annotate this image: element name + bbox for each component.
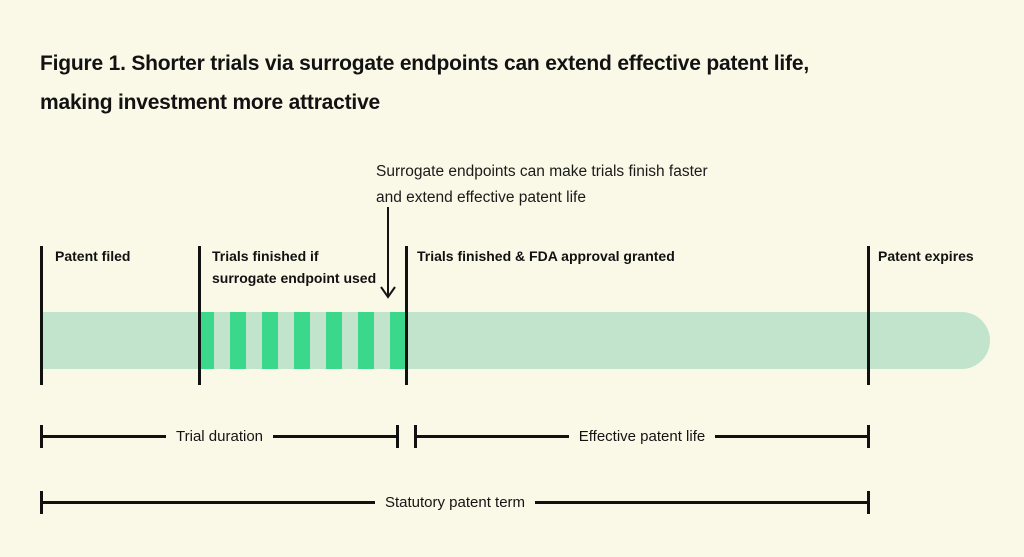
- bracket-cap: [40, 491, 43, 514]
- surrogate-time-saved-stripes: [198, 312, 405, 369]
- bracket-cap: [867, 491, 871, 514]
- bracket-statutory-patent-term: Statutory patent term: [40, 491, 871, 514]
- label-patent-filed: Patent filed: [55, 248, 131, 264]
- bracket-trial-duration-label: Trial duration: [176, 428, 263, 445]
- tick-patent-expires: [867, 246, 870, 385]
- label-patent-expires: Patent expires: [878, 248, 974, 264]
- figure-title-line2: making investment more attractive: [40, 91, 381, 114]
- bracket-line: [535, 501, 868, 504]
- tick-patent-filed: [40, 246, 43, 385]
- bracket-statutory-patent-term-label: Statutory patent term: [384, 494, 526, 511]
- patent-term-bar: [40, 312, 990, 369]
- bracket-cap: [867, 425, 870, 448]
- label-trials-finished-fda: Trials finished & FDA approval granted: [417, 248, 675, 264]
- tick-trials-finished-surrogate: [198, 246, 201, 385]
- bracket-line: [417, 435, 569, 438]
- label-trials-finished-surrogate-line2: surrogate endpoint used: [212, 270, 377, 286]
- label-trials-finished-surrogate-line1: Trials finished if: [212, 248, 319, 264]
- bracket-cap: [40, 425, 43, 448]
- bracket-line: [273, 435, 397, 438]
- bracket-line: [43, 435, 167, 438]
- bracket-cap: [396, 425, 400, 448]
- bracket-line: [715, 435, 867, 438]
- annotation-line2: and extend effective patent life: [376, 189, 586, 206]
- bracket-effective-patent-life-label: Effective patent life: [578, 428, 706, 445]
- label-trials-finished-surrogate: Trials finished if surrogate endpoint us…: [212, 245, 376, 289]
- bracket-cap: [414, 425, 417, 448]
- annotation-line1: Surrogate endpoints can make trials fini…: [376, 163, 708, 180]
- annotation-text: Surrogate endpoints can make trials fini…: [376, 159, 708, 211]
- bracket-trial-duration: Trial duration: [40, 425, 400, 448]
- figure-title-line1: Figure 1. Shorter trials via surrogate e…: [40, 52, 809, 75]
- figure-title: Figure 1. Shorter trials via surrogate e…: [40, 44, 809, 122]
- bracket-effective-patent-life: Effective patent life: [414, 425, 870, 448]
- tick-trials-finished-fda: [405, 246, 408, 385]
- down-arrow-icon: [380, 207, 396, 299]
- bracket-line: [43, 501, 375, 504]
